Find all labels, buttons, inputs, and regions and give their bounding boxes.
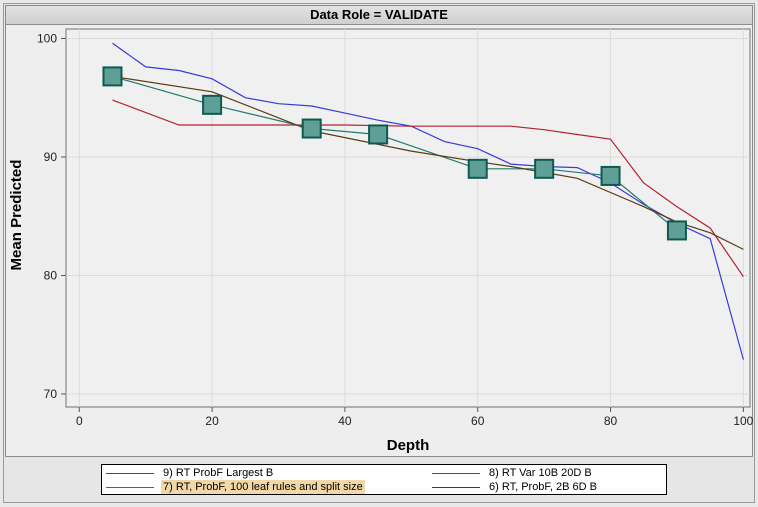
panel-title: Data Role = VALIDATE (5, 5, 753, 25)
y-tick-label: 100 (37, 31, 57, 45)
y-axis-label: Mean Predicted (8, 160, 25, 271)
legend-label: 9) RT ProbF Largest B (163, 467, 274, 479)
plot-area (65, 28, 751, 408)
x-axis-label: Depth (387, 437, 430, 454)
data-point-marker (600, 165, 621, 186)
legend-label: 8) RT Var 10B 20D B (489, 467, 592, 479)
legend-swatch (432, 473, 480, 474)
y-tick-label: 70 (44, 387, 58, 401)
series-line-2 (112, 99, 744, 278)
x-tick-label: 100 (733, 414, 753, 428)
data-point-marker (467, 158, 488, 179)
data-point-marker (368, 124, 389, 145)
gridlines (66, 29, 750, 407)
y-tick-label: 80 (44, 268, 58, 282)
x-tick-label: 60 (471, 414, 485, 428)
x-tick-label: 80 (604, 414, 618, 428)
data-point-marker (202, 94, 223, 115)
x-tick-label: 20 (205, 414, 219, 428)
series-line-1 (112, 42, 744, 360)
data-point-marker (301, 118, 322, 139)
x-tick-label: 0 (76, 414, 83, 428)
x-tick-label: 40 (338, 414, 352, 428)
legend-swatch (432, 487, 480, 488)
data-point-marker (666, 220, 687, 241)
data-point-marker (102, 66, 123, 87)
data-point-marker (534, 158, 555, 179)
legend-label: 7) RT, ProbF, 100 leaf rules and split s… (161, 480, 365, 494)
series-markers (102, 66, 687, 241)
y-tick-label: 90 (44, 150, 58, 164)
line-chart: 0 20 40 60 80 100 70 80 90 100 Depth Mean Predict… (8, 28, 754, 454)
legend-label: 6) RT, ProbF, 2B 6D B (489, 481, 598, 493)
legend: 9) RT ProbF Largest B 8) RT Var 10B 20D … (101, 464, 667, 495)
legend-swatch (106, 487, 154, 488)
series-line-3 (112, 75, 678, 231)
legend-swatch (106, 473, 154, 474)
axes: 0 20 40 60 80 100 70 80 90 100 (37, 31, 754, 428)
